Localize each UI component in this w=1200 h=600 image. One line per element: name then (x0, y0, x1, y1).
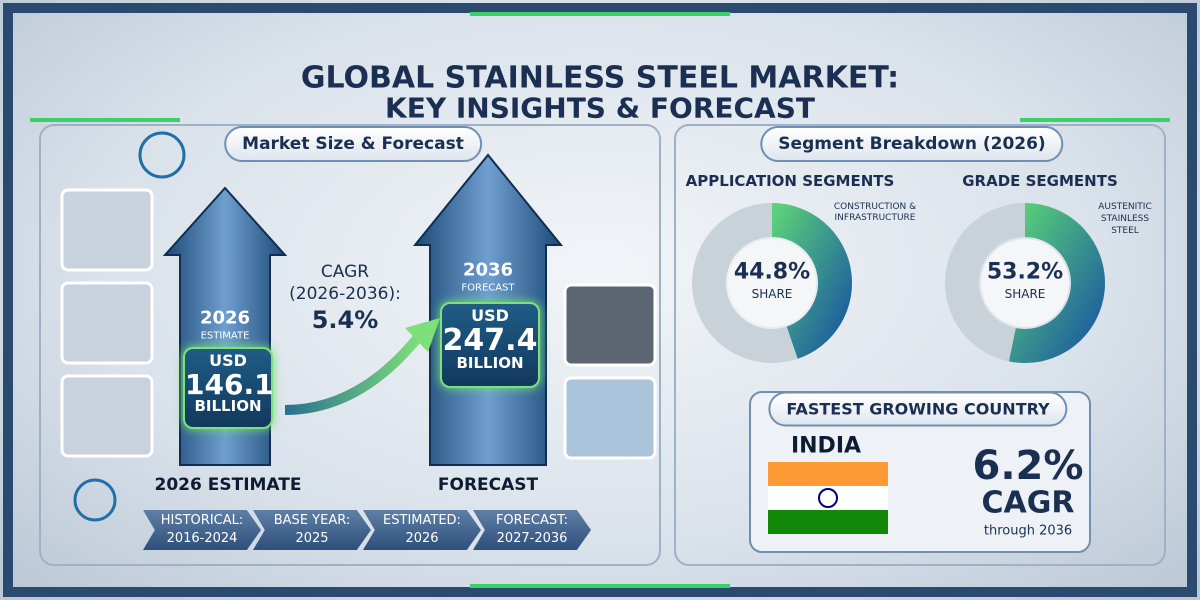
donut-center (981, 239, 1069, 327)
donuts (692, 203, 1105, 363)
cagr-value: 5.4% (311, 306, 379, 334)
sink-image (60, 374, 154, 458)
caption: FORECAST (437, 475, 539, 495)
donut-center (728, 239, 816, 327)
title: KEY INSIGHTS & FORECAST (385, 91, 815, 125)
section-heading: Market Size & Forecast (224, 126, 482, 162)
flag-stripe (768, 510, 888, 534)
cagr-label: CAGR (320, 262, 370, 282)
estimate-year: 2026 (199, 307, 251, 329)
frame (3, 3, 1197, 597)
segment-label: INFRASTRUCTURE (834, 213, 916, 223)
donut-slice (771, 203, 852, 359)
share-text: SHARE (1004, 287, 1046, 301)
sink-image (60, 188, 154, 272)
segment-label: CONSTRUCTION & (833, 202, 917, 212)
flag-wheel (818, 488, 838, 508)
share-value: 53.2% (986, 259, 1064, 285)
country: INDIA (790, 433, 862, 459)
unit: BILLION (456, 354, 524, 373)
country-period: through 2036 (983, 523, 1073, 539)
title: GLOBAL STAINLESS STEEL MARKET: (300, 60, 900, 96)
step-period: 2025 (295, 531, 329, 546)
growth-arrow (284, 331, 424, 415)
currency: USD (209, 351, 247, 370)
country-metric: CAGR (981, 485, 1075, 521)
caption: 2026 ESTIMATE (154, 475, 302, 495)
right-panel (674, 124, 1166, 566)
country-value: 6.2% (972, 443, 1084, 489)
currency: USD (471, 306, 509, 325)
globe-icon (73, 478, 117, 522)
forecast-tag: FORECAST (461, 282, 515, 294)
spacer (142, 72, 182, 112)
unit: BILLION (194, 397, 262, 416)
timeline-step: ESTIMATED: 2026 (363, 510, 481, 550)
cagr-period: (2026-2036): (289, 284, 401, 304)
frame-accent (30, 12, 1170, 122)
share-text: SHARE (751, 287, 793, 301)
engine-image (563, 283, 657, 367)
left-panel (39, 124, 661, 566)
equipment-image (563, 376, 657, 460)
step-label: FORECAST: (495, 513, 569, 528)
step-label: HISTORICAL: (160, 513, 244, 528)
segment-label: AUSTENITIC (1098, 202, 1152, 212)
step-period: 2027-2036 (496, 531, 568, 546)
estimate-box: USD 146.1 BILLION (183, 347, 274, 429)
segment-heading: APPLICATION SEGMENTS (685, 172, 895, 190)
flag-stripe (768, 462, 888, 486)
section-heading: Segment Breakdown (2026) (760, 126, 1064, 162)
segment-heading: GRADE SEGMENTS (962, 172, 1118, 190)
forecast-value: 247.4 (442, 322, 538, 358)
step-period: 2026 (405, 531, 439, 546)
growth-arrow-head (405, 318, 440, 352)
country-heading: FASTEST GROWING COUNTRY (768, 391, 1068, 427)
estimate-tag: ESTIMATE (200, 330, 250, 342)
forecast-box: USD 247.4 BILLION (440, 302, 540, 388)
step-label: BASE YEAR: (273, 513, 351, 528)
estimate-value: 146.1 (185, 367, 274, 401)
donut-slice (1009, 203, 1105, 363)
segment-label: STEEL (1111, 226, 1139, 236)
step-period: 2016-2024 (166, 531, 238, 546)
step-label: ESTIMATED: (383, 513, 461, 528)
timeline-step: HISTORICAL: 2016-2024 (143, 510, 261, 550)
segment-label: STAINLESS (1100, 214, 1150, 224)
forecast-year: 2036 (462, 259, 514, 281)
globe-icon (138, 131, 186, 179)
share-value: 44.8% (733, 259, 811, 285)
timeline-step: BASE YEAR: 2025 (253, 510, 371, 550)
sink-image (60, 281, 154, 365)
timeline-step: FORECAST: 2027-2036 (473, 510, 591, 550)
